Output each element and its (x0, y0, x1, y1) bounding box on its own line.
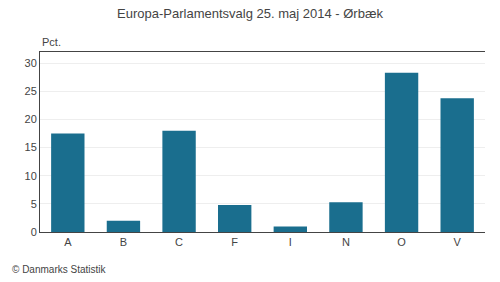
svg-text:N: N (342, 236, 350, 248)
svg-text:0: 0 (31, 226, 37, 238)
svg-text:C: C (175, 236, 183, 248)
svg-text:V: V (454, 236, 462, 248)
svg-text:O: O (397, 236, 406, 248)
svg-text:20: 20 (25, 113, 37, 125)
svg-text:A: A (64, 236, 72, 248)
svg-text:25: 25 (25, 85, 37, 97)
svg-text:15: 15 (25, 141, 37, 153)
svg-text:Pct.: Pct. (42, 36, 61, 48)
svg-text:F: F (231, 236, 238, 248)
svg-text:B: B (120, 236, 127, 248)
svg-text:30: 30 (25, 57, 37, 69)
svg-text:I: I (289, 236, 292, 248)
svg-text:10: 10 (25, 170, 37, 182)
svg-text:5: 5 (31, 198, 37, 210)
svg-text:© Danmarks Statistik: © Danmarks Statistik (12, 264, 107, 275)
svg-text:Europa-Parlamentsvalg 25. maj: Europa-Parlamentsvalg 25. maj 2014 - Ørb… (117, 6, 383, 21)
